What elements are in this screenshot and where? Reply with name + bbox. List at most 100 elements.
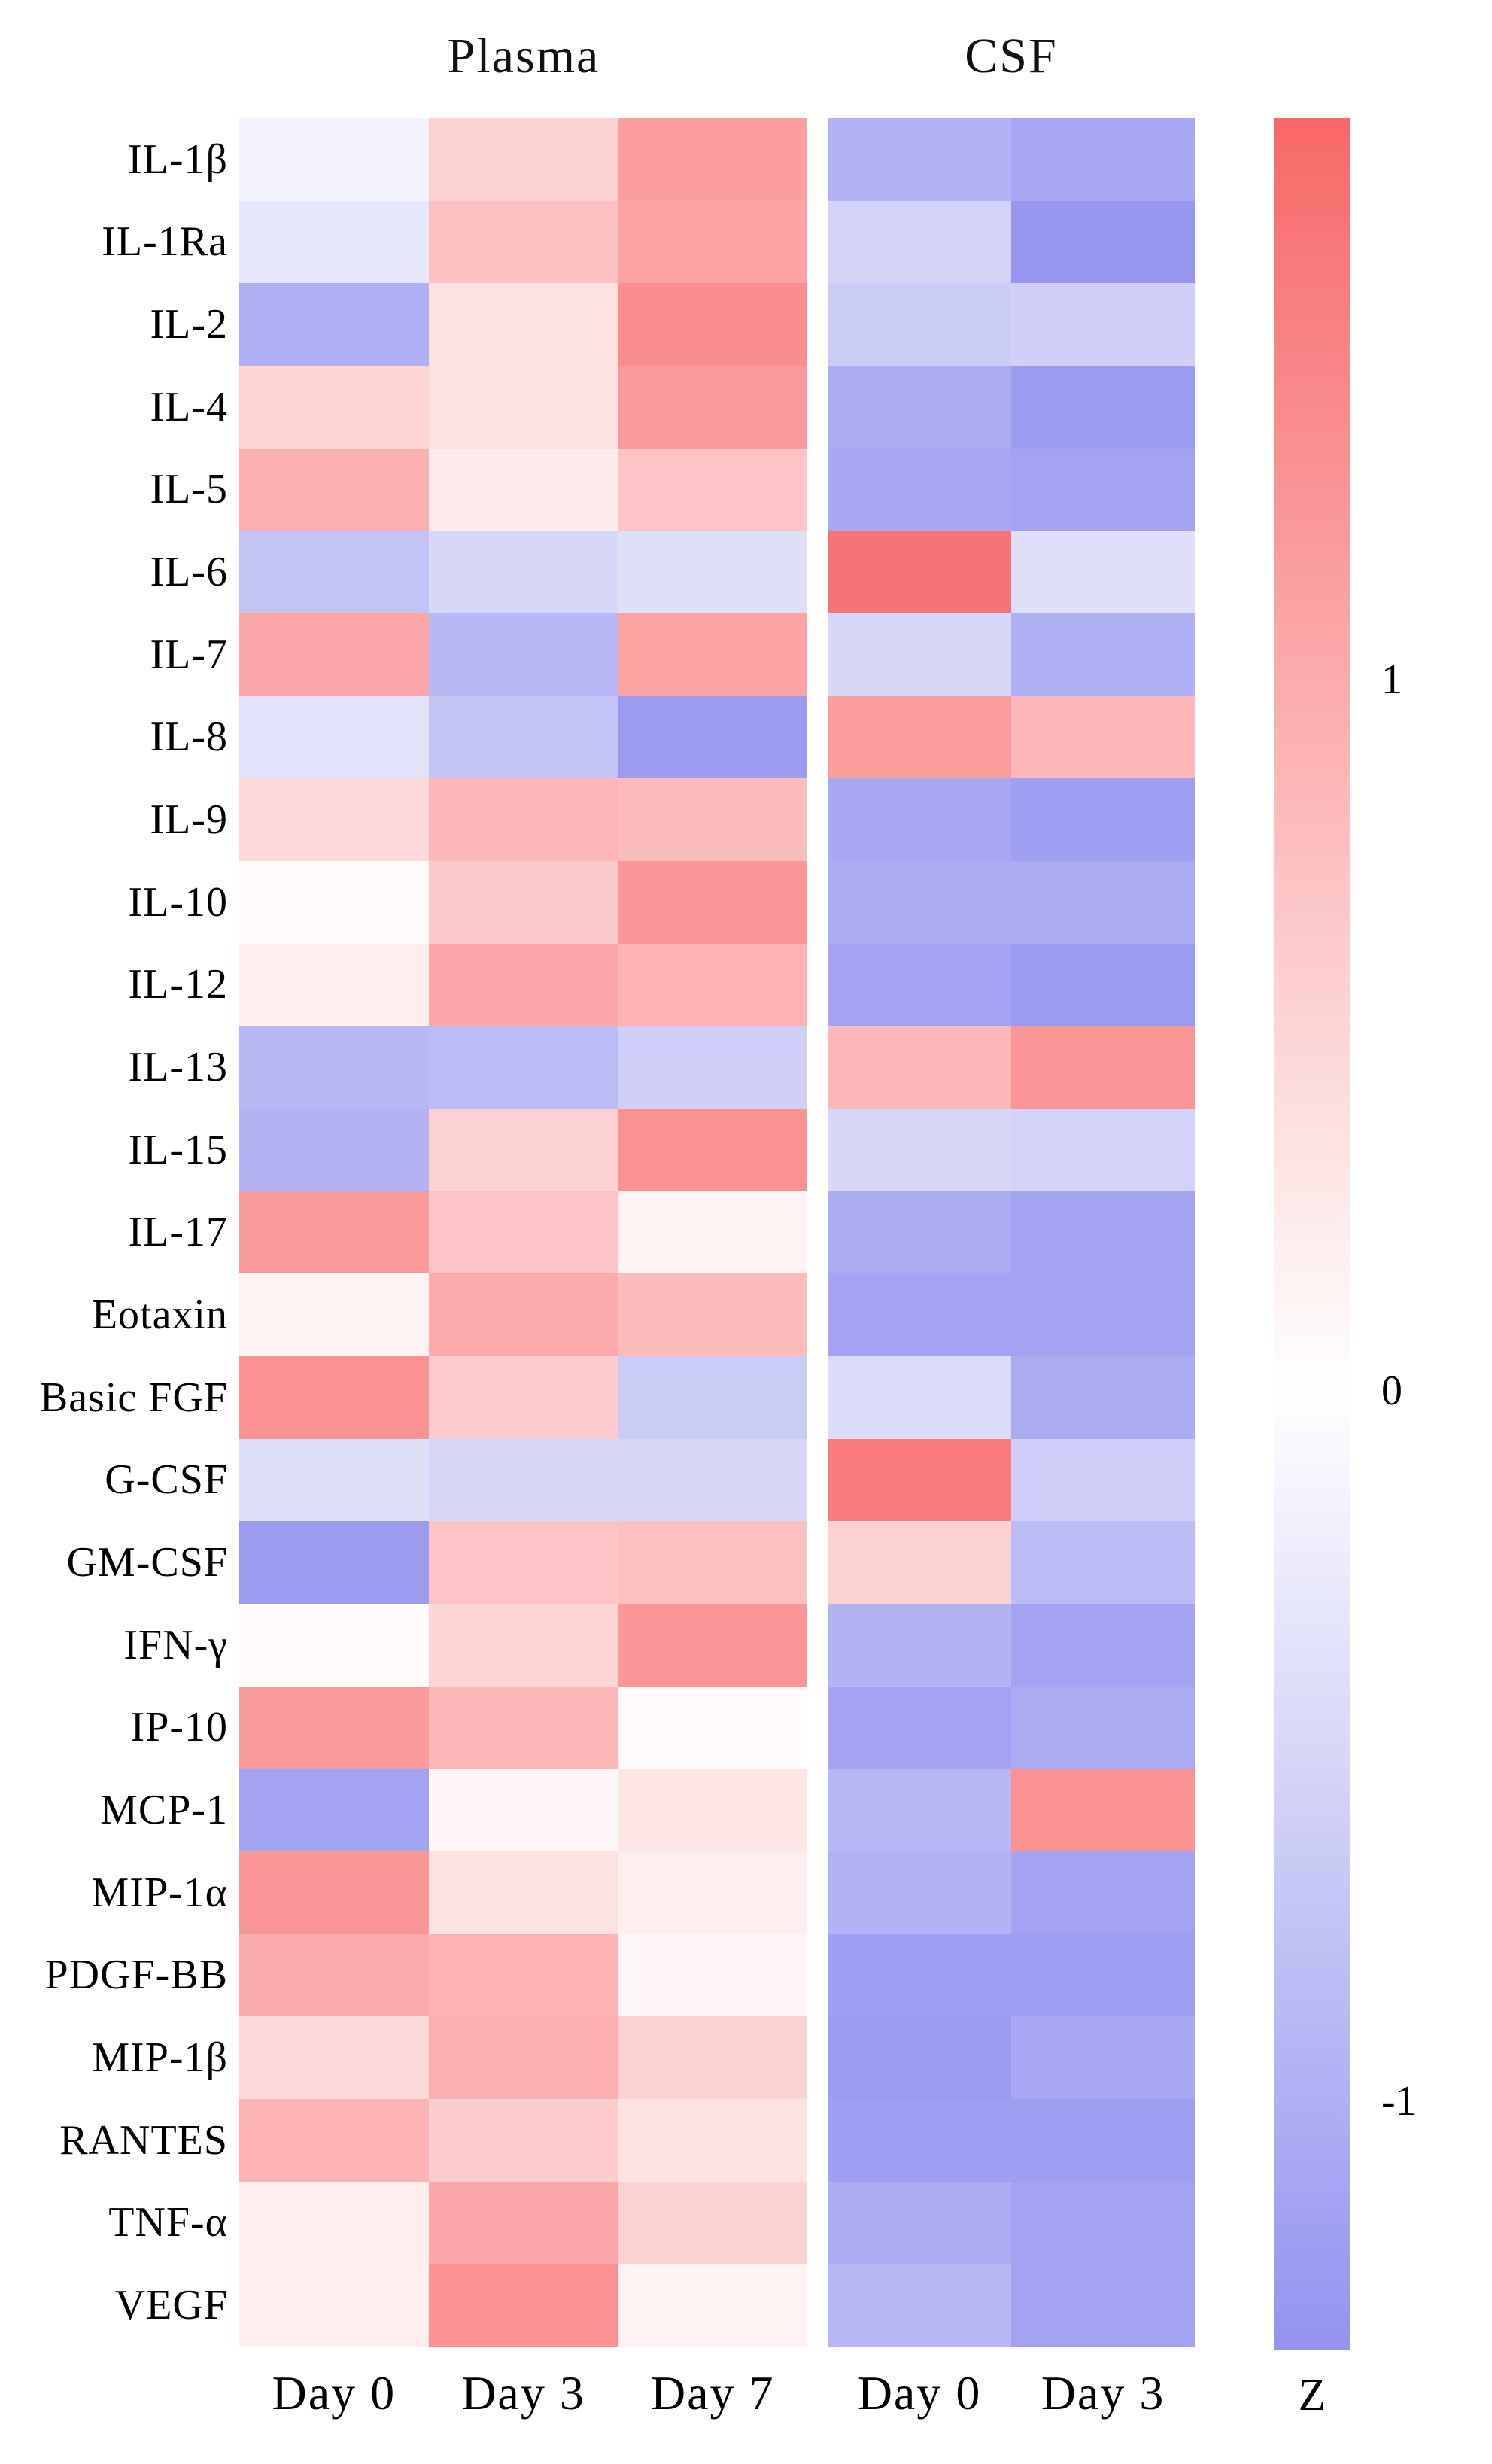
row-label: Basic FGF <box>39 1373 228 1421</box>
heatmap-cell <box>1011 613 1195 696</box>
plasma-panel-title: Plasma <box>447 29 600 84</box>
row-label: MIP-1α <box>91 1869 228 1916</box>
heatmap-cell <box>428 695 618 779</box>
row-label: IL-1Ra <box>102 218 228 266</box>
heatmap-cell <box>428 2181 618 2265</box>
heatmap-cell <box>1011 1355 1195 1439</box>
colorbar-tick-label: 0 <box>1381 1367 1402 1414</box>
heatmap-cell <box>1011 1521 1195 1604</box>
colorbar-tick-label: -1 <box>1381 2078 1417 2125</box>
row-label: G-CSF <box>105 1456 228 1504</box>
heatmap-cell <box>618 613 807 696</box>
heatmap-cell <box>239 1108 429 1191</box>
csf-panel-title: CSF <box>965 29 1058 84</box>
row-label: IL-13 <box>128 1044 228 1091</box>
heatmap-cell <box>239 1521 429 1604</box>
heatmap-cell <box>1011 1108 1195 1191</box>
heatmap-cell <box>618 1933 807 2017</box>
heatmap-cell <box>428 448 618 531</box>
row-label: IL-7 <box>150 631 228 678</box>
row-label: IL-6 <box>150 549 228 596</box>
heatmap-cell <box>428 943 618 1027</box>
heatmap-cell <box>828 1686 1011 1769</box>
heatmap-cell <box>1011 943 1195 1027</box>
heatmap-cell <box>828 1273 1011 1356</box>
heatmap-cell <box>428 1273 618 1356</box>
heatmap-cell <box>239 283 429 366</box>
heatmap-cell <box>1011 1438 1195 1522</box>
row-label: IL-9 <box>150 796 228 844</box>
heatmap-cell <box>828 531 1011 613</box>
heatmap-cell <box>239 1191 429 1274</box>
column-label: Day 3 <box>461 2366 585 2420</box>
heatmap-cell <box>428 613 618 696</box>
row-label: IL-4 <box>150 383 228 430</box>
colorbar-axis-label: Z <box>1298 2370 1326 2420</box>
heatmap-cell <box>618 1273 807 1356</box>
column-label: Day 7 <box>650 2366 775 2420</box>
heatmap-cell <box>428 1851 618 1934</box>
heatmap-cell <box>428 1355 618 1439</box>
row-label: IL-17 <box>128 1209 228 1256</box>
heatmap-cell <box>828 613 1011 696</box>
heatmap-cell <box>239 860 429 944</box>
heatmap-cell <box>828 2264 1011 2347</box>
row-label: TNF-α <box>108 2199 228 2246</box>
heatmap-cell <box>828 860 1011 944</box>
column-label: Day 0 <box>272 2366 397 2420</box>
heatmap-cell <box>618 943 807 1027</box>
heatmap-cell <box>828 1191 1011 1274</box>
heatmap-cell <box>618 1108 807 1191</box>
heatmap-cell <box>618 283 807 366</box>
heatmap-cell <box>239 531 429 613</box>
heatmap-cell <box>239 778 429 861</box>
heatmap-cell <box>239 1933 429 2017</box>
heatmap-cell <box>239 1686 429 1769</box>
heatmap-cell <box>239 1355 429 1439</box>
heatmap-cell <box>428 1521 618 1604</box>
heatmap-cell <box>618 2016 807 2099</box>
heatmap-cell <box>1011 531 1195 613</box>
heatmap-cell <box>828 1026 1011 1109</box>
heatmap-cell <box>428 1438 618 1522</box>
heatmap-cell <box>618 778 807 861</box>
heatmap-cell <box>1011 2098 1195 2182</box>
heatmap-cell <box>428 200 618 284</box>
row-label: GM-CSF <box>66 1539 228 1586</box>
heatmap-cell <box>618 695 807 779</box>
heatmap-cell <box>1011 118 1195 201</box>
heatmap-cell <box>239 1603 429 1687</box>
heatmap-cell <box>618 860 807 944</box>
heatmap-cell <box>828 1355 1011 1439</box>
heatmap-cell <box>428 1686 618 1769</box>
heatmap-cell <box>239 2098 429 2182</box>
heatmap-cell <box>1011 778 1195 861</box>
heatmap-cell <box>828 2098 1011 2182</box>
row-label: IFN-γ <box>123 1621 228 1669</box>
heatmap-cell <box>1011 448 1195 531</box>
heatmap-cell <box>239 1026 429 1109</box>
heatmap-cell <box>428 531 618 613</box>
heatmap-cell <box>428 1026 618 1109</box>
heatmap-cell <box>828 1603 1011 1687</box>
colorbar-tick-label: 1 <box>1381 656 1402 704</box>
heatmap-cell <box>618 1521 807 1604</box>
heatmap-cell <box>239 448 429 531</box>
heatmap-cell <box>828 1108 1011 1191</box>
heatmap-cell <box>618 1191 807 1274</box>
row-labels-axis: IL-1β IL-1Ra IL-2 IL-4 IL-5 IL-6 IL-7 IL-8 IL-9 I… <box>0 118 228 2347</box>
heatmap-cell <box>828 2181 1011 2265</box>
heatmap-cell <box>828 2016 1011 2099</box>
colorbar-gradient <box>1274 118 1350 2350</box>
heatmap-cell <box>1011 2264 1195 2347</box>
heatmap-cell <box>828 778 1011 861</box>
heatmap-cell <box>428 283 618 366</box>
heatmap-cell <box>239 365 429 449</box>
heatmap-cell <box>428 118 618 201</box>
heatmap-cell <box>618 118 807 201</box>
row-label: IL-5 <box>150 466 228 513</box>
heatmap-cell <box>828 118 1011 201</box>
row-label: IL-8 <box>150 713 228 761</box>
heatmap-cell <box>1011 1686 1195 1769</box>
